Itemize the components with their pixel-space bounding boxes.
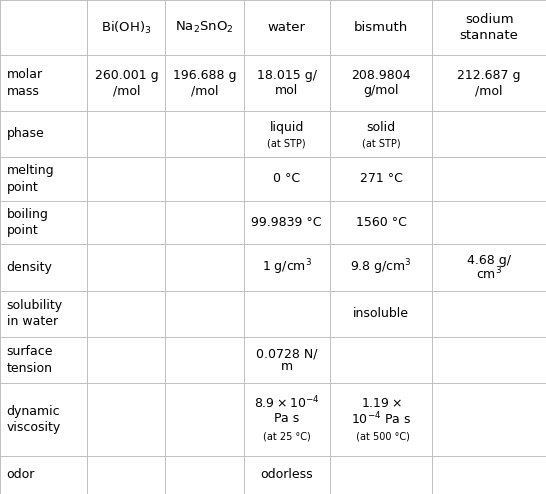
Text: $10^{-4}$ Pa s: $10^{-4}$ Pa s bbox=[351, 411, 411, 427]
Text: solubility
in water: solubility in water bbox=[7, 299, 63, 329]
Text: $1.19\times$: $1.19\times$ bbox=[360, 397, 402, 410]
Text: 212.687 g: 212.687 g bbox=[458, 69, 521, 82]
Text: Na$_2$SnO$_2$: Na$_2$SnO$_2$ bbox=[175, 20, 234, 35]
Text: m: m bbox=[281, 360, 293, 373]
Text: /mol: /mol bbox=[112, 84, 140, 97]
Text: $8.9\times10^{-4}$: $8.9\times10^{-4}$ bbox=[254, 395, 319, 412]
Text: 4.68 g/: 4.68 g/ bbox=[467, 254, 511, 267]
Text: (at STP): (at STP) bbox=[362, 138, 400, 148]
Text: (at 25 °C): (at 25 °C) bbox=[263, 432, 311, 442]
Text: molar
mass: molar mass bbox=[7, 68, 43, 98]
Text: 9.8 g/cm$^3$: 9.8 g/cm$^3$ bbox=[351, 257, 412, 277]
Text: 208.9804: 208.9804 bbox=[351, 69, 411, 82]
Text: odor: odor bbox=[7, 468, 35, 481]
Text: solid: solid bbox=[366, 121, 396, 133]
Text: (at 500 °C): (at 500 °C) bbox=[353, 432, 410, 442]
Text: dynamic
viscosity: dynamic viscosity bbox=[7, 405, 61, 434]
Text: 1 g/cm$^3$: 1 g/cm$^3$ bbox=[262, 257, 312, 277]
Text: melting
point: melting point bbox=[7, 164, 54, 194]
Text: Pa s: Pa s bbox=[274, 412, 299, 425]
Text: 271 °C: 271 °C bbox=[360, 172, 402, 185]
Text: Bi(OH)$_3$: Bi(OH)$_3$ bbox=[101, 20, 152, 36]
Text: 18.015 g/: 18.015 g/ bbox=[257, 69, 317, 82]
Text: /mol: /mol bbox=[191, 84, 218, 97]
Text: phase: phase bbox=[7, 127, 44, 140]
Text: water: water bbox=[268, 21, 306, 34]
Text: 99.9839 °C: 99.9839 °C bbox=[251, 216, 322, 229]
Text: 0.0728 N/: 0.0728 N/ bbox=[256, 347, 317, 360]
Text: surface
tension: surface tension bbox=[7, 345, 53, 375]
Text: /mol: /mol bbox=[476, 84, 503, 97]
Text: 0 °C: 0 °C bbox=[273, 172, 300, 185]
Text: density: density bbox=[7, 261, 52, 274]
Text: 260.001 g: 260.001 g bbox=[94, 69, 158, 82]
Text: (at STP): (at STP) bbox=[268, 138, 306, 148]
Text: 1560 °C: 1560 °C bbox=[355, 216, 407, 229]
Text: boiling
point: boiling point bbox=[7, 207, 49, 237]
Text: odorless: odorless bbox=[260, 468, 313, 481]
Text: insoluble: insoluble bbox=[353, 307, 409, 320]
Text: g/mol: g/mol bbox=[363, 84, 399, 97]
Text: 196.688 g: 196.688 g bbox=[173, 69, 236, 82]
Text: cm$^3$: cm$^3$ bbox=[476, 266, 502, 282]
Text: mol: mol bbox=[275, 84, 298, 97]
Text: liquid: liquid bbox=[270, 121, 304, 133]
Text: sodium
stannate: sodium stannate bbox=[460, 13, 519, 42]
Text: bismuth: bismuth bbox=[354, 21, 408, 34]
